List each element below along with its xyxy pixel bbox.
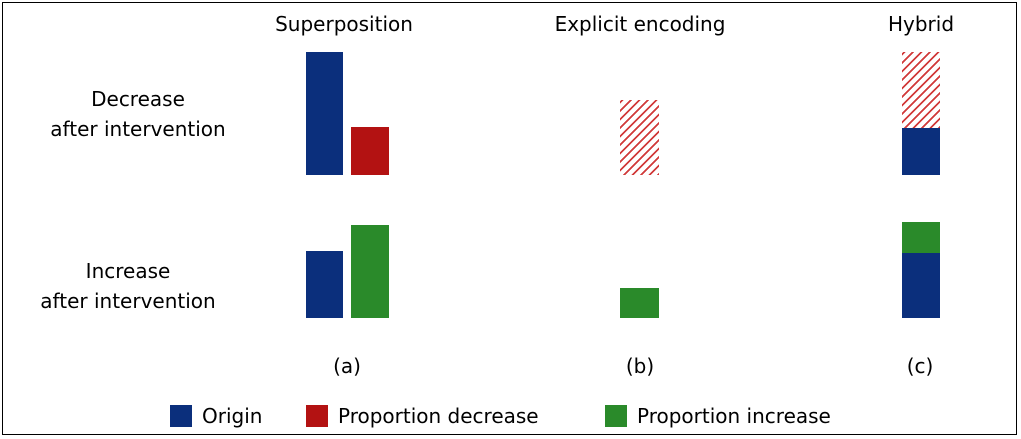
row-label-decrease-line1: Decrease <box>91 87 185 111</box>
panel-label-b: (b) <box>625 354 655 378</box>
row-label-decrease: Decrease after intervention <box>50 84 225 144</box>
row-label-increase-line2: after intervention <box>40 289 216 313</box>
a-decrease-proportion-bar <box>351 127 389 175</box>
c-increase-origin-bar <box>902 253 940 318</box>
row-label-decrease-line2: after intervention <box>50 117 226 141</box>
legend-origin-label: Origin <box>202 404 263 428</box>
row-label-increase-line1: Increase <box>85 259 171 283</box>
legend-increase-label: Proportion increase <box>637 404 831 428</box>
legend-origin-swatch <box>170 405 192 427</box>
c-increase-proportion-bar <box>902 222 940 253</box>
column-title-hybrid: Hybrid <box>887 12 955 36</box>
legend-decrease-swatch <box>306 405 328 427</box>
a-increase-origin-bar <box>306 251 343 318</box>
panel-label-c: (c) <box>906 354 934 378</box>
row-label-increase: Increase after intervention <box>40 256 215 316</box>
c-decrease-origin-bar <box>902 128 940 175</box>
b-decrease-hatched-bar <box>620 100 659 175</box>
legend-decrease-label: Proportion decrease <box>338 404 539 428</box>
panel-label-a: (a) <box>333 354 361 378</box>
a-increase-proportion-bar <box>351 225 389 318</box>
b-increase-bar <box>620 288 659 318</box>
legend-increase-swatch <box>605 405 627 427</box>
column-title-superposition: Superposition <box>275 12 413 36</box>
a-decrease-origin-bar <box>306 52 343 175</box>
c-decrease-hatched-bar <box>902 52 940 128</box>
column-title-explicit-encoding: Explicit encoding <box>554 12 726 36</box>
